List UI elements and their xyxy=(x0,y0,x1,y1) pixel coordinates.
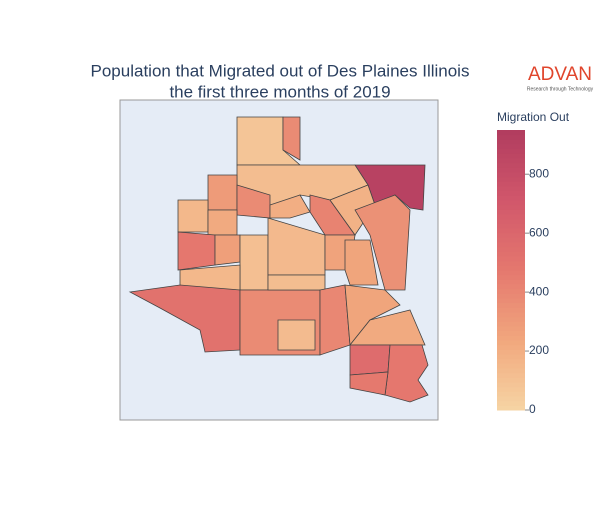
colorbar-step xyxy=(497,270,525,276)
colorbar-tick-label: 600 xyxy=(529,225,549,239)
colorbar-step xyxy=(497,139,525,145)
colorbar-step xyxy=(497,335,525,341)
region xyxy=(236,116,302,166)
colorbar-step xyxy=(497,396,525,402)
region xyxy=(344,284,401,347)
region xyxy=(282,116,301,161)
colorbar-step xyxy=(497,200,525,206)
colorbar-step xyxy=(497,246,525,252)
colorbar-step xyxy=(497,321,525,327)
colorbar-tick-label: 400 xyxy=(529,284,549,298)
colorbar-step xyxy=(497,228,525,234)
region xyxy=(344,239,379,286)
colorbar-step xyxy=(497,372,525,378)
region xyxy=(239,234,269,291)
colorbar-step xyxy=(497,312,525,318)
region xyxy=(349,371,389,396)
colorbar-tick-label: 200 xyxy=(529,343,549,357)
logo-tagline: Research through Technology xyxy=(527,86,594,92)
colorbar-title: Migration Out xyxy=(497,110,570,124)
colorbar-step xyxy=(497,284,525,290)
colorbar-step xyxy=(497,340,525,346)
colorbar-tick-label: 0 xyxy=(529,402,536,416)
colorbar-step xyxy=(497,302,525,308)
colorbar-step xyxy=(497,386,525,392)
colorbar-step xyxy=(497,144,525,150)
region xyxy=(207,209,238,236)
colorbar-step xyxy=(497,186,525,192)
colorbar-step xyxy=(497,251,525,257)
colorbar-step xyxy=(497,214,525,220)
colorbar-step xyxy=(497,204,525,210)
region xyxy=(354,194,411,291)
colorbar-step xyxy=(497,368,525,374)
colorbar-step xyxy=(497,349,525,355)
colorbar-step xyxy=(497,158,525,164)
chart-title: Population that Migrated out of Des Plai… xyxy=(91,61,470,80)
colorbar-step xyxy=(497,344,525,350)
colorbar-step xyxy=(497,316,525,322)
colorbar-step xyxy=(497,153,525,159)
colorbar-step xyxy=(497,391,525,397)
region xyxy=(269,194,311,219)
colorbar-step xyxy=(497,298,525,304)
colorbar: 0 200 400 600 800 xyxy=(497,130,549,416)
colorbar-step xyxy=(497,363,525,369)
colorbar-step xyxy=(497,242,525,248)
colorbar-step xyxy=(497,274,525,280)
colorbar-step xyxy=(497,330,525,336)
region xyxy=(349,344,391,376)
region xyxy=(277,319,316,351)
colorbar-step xyxy=(497,167,525,173)
colorbar-step xyxy=(497,382,525,388)
colorbar-step xyxy=(497,130,525,136)
logo-name: ADVAN xyxy=(528,64,592,85)
colorbar-step xyxy=(497,354,525,360)
colorbar-step xyxy=(497,190,525,196)
region xyxy=(128,284,241,353)
colorbar-step xyxy=(497,260,525,266)
colorbar-step xyxy=(497,307,525,313)
region xyxy=(267,274,326,291)
colorbar-step xyxy=(497,195,525,201)
region xyxy=(177,231,216,271)
colorbar-step xyxy=(497,326,525,332)
region xyxy=(177,199,209,233)
colorbar-step xyxy=(497,293,525,299)
colorbar-step xyxy=(497,265,525,271)
colorbar-step xyxy=(497,405,525,411)
colorbar-step xyxy=(497,176,525,182)
colorbar-step xyxy=(497,288,525,294)
colorbar-tick-label: 800 xyxy=(529,166,549,180)
region xyxy=(214,234,241,266)
colorbar-step xyxy=(497,223,525,229)
region xyxy=(349,309,426,346)
chart-subtitle: the first three months of 2019 xyxy=(169,82,390,101)
colorbar-step xyxy=(497,377,525,383)
colorbar-step xyxy=(497,209,525,215)
colorbar-step xyxy=(497,279,525,285)
colorbar-step xyxy=(497,256,525,262)
colorbar-step xyxy=(497,232,525,238)
colorbar-step xyxy=(497,172,525,178)
colorbar-step xyxy=(497,237,525,243)
regions xyxy=(128,116,429,403)
colorbar-step xyxy=(497,400,525,406)
colorbar-step xyxy=(497,181,525,187)
colorbar-step xyxy=(497,134,525,140)
region xyxy=(384,344,429,403)
colorbar-step xyxy=(497,218,525,224)
colorbar-step xyxy=(497,358,525,364)
colorbar-step xyxy=(497,148,525,154)
region xyxy=(207,174,238,211)
colorbar-step xyxy=(497,162,525,168)
